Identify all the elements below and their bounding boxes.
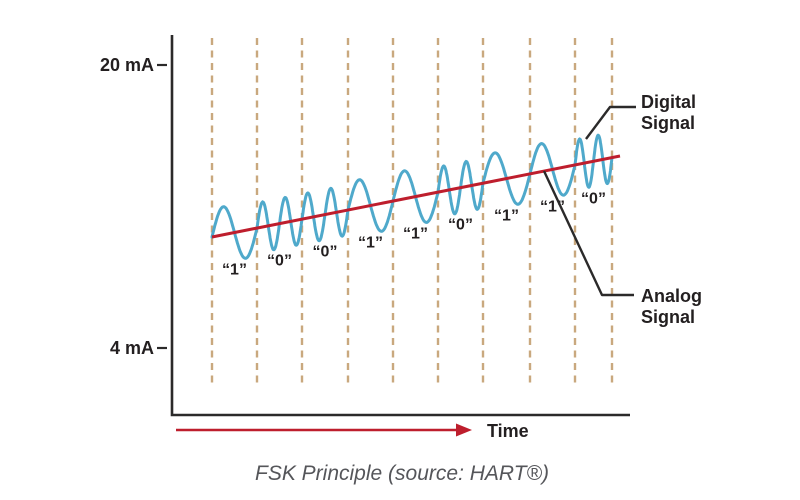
bit-value-label: “0” — [267, 253, 292, 270]
digital-signal-callout: Digital Signal — [641, 92, 696, 133]
y-axis-label-20ma: 20 mA — [100, 55, 154, 75]
digital-signal-leader-line — [585, 105, 636, 140]
bit-value-label: “1” — [403, 226, 428, 243]
analog-signal-label-line2: Signal — [641, 307, 695, 327]
y-axis-label-4ma: 4 mA — [110, 338, 154, 358]
bit-labels: “1”“0”“0”“1”“1”“0”“1”“1” “0” — [222, 190, 606, 278]
time-arrow-head-icon — [456, 423, 472, 437]
bit-value-label: “1” — [358, 235, 383, 252]
analog-signal-leader-line — [542, 170, 634, 297]
analog-signal-callout: Analog Signal — [641, 286, 702, 327]
figure-caption: FSK Principle (source: HART®) — [255, 462, 549, 485]
axes-lines — [170, 35, 630, 417]
bit-value-label: “0” — [581, 190, 606, 207]
time-arrow — [176, 423, 472, 437]
digital-signal-label-line1: Digital — [641, 92, 696, 112]
x-axis-label-time: Time — [487, 421, 529, 441]
bit-value-label: “1” — [494, 208, 519, 225]
bit-value-label: “0” — [313, 244, 338, 261]
digital-signal-label-line2: Signal — [641, 113, 695, 133]
analog-signal-line — [211, 154, 621, 239]
grid-dashed-lines — [210, 38, 614, 383]
bit-value-label: “0” — [448, 217, 473, 234]
analog-signal-label-line1: Analog — [641, 286, 702, 306]
bit-value-label: “1” — [222, 262, 247, 279]
